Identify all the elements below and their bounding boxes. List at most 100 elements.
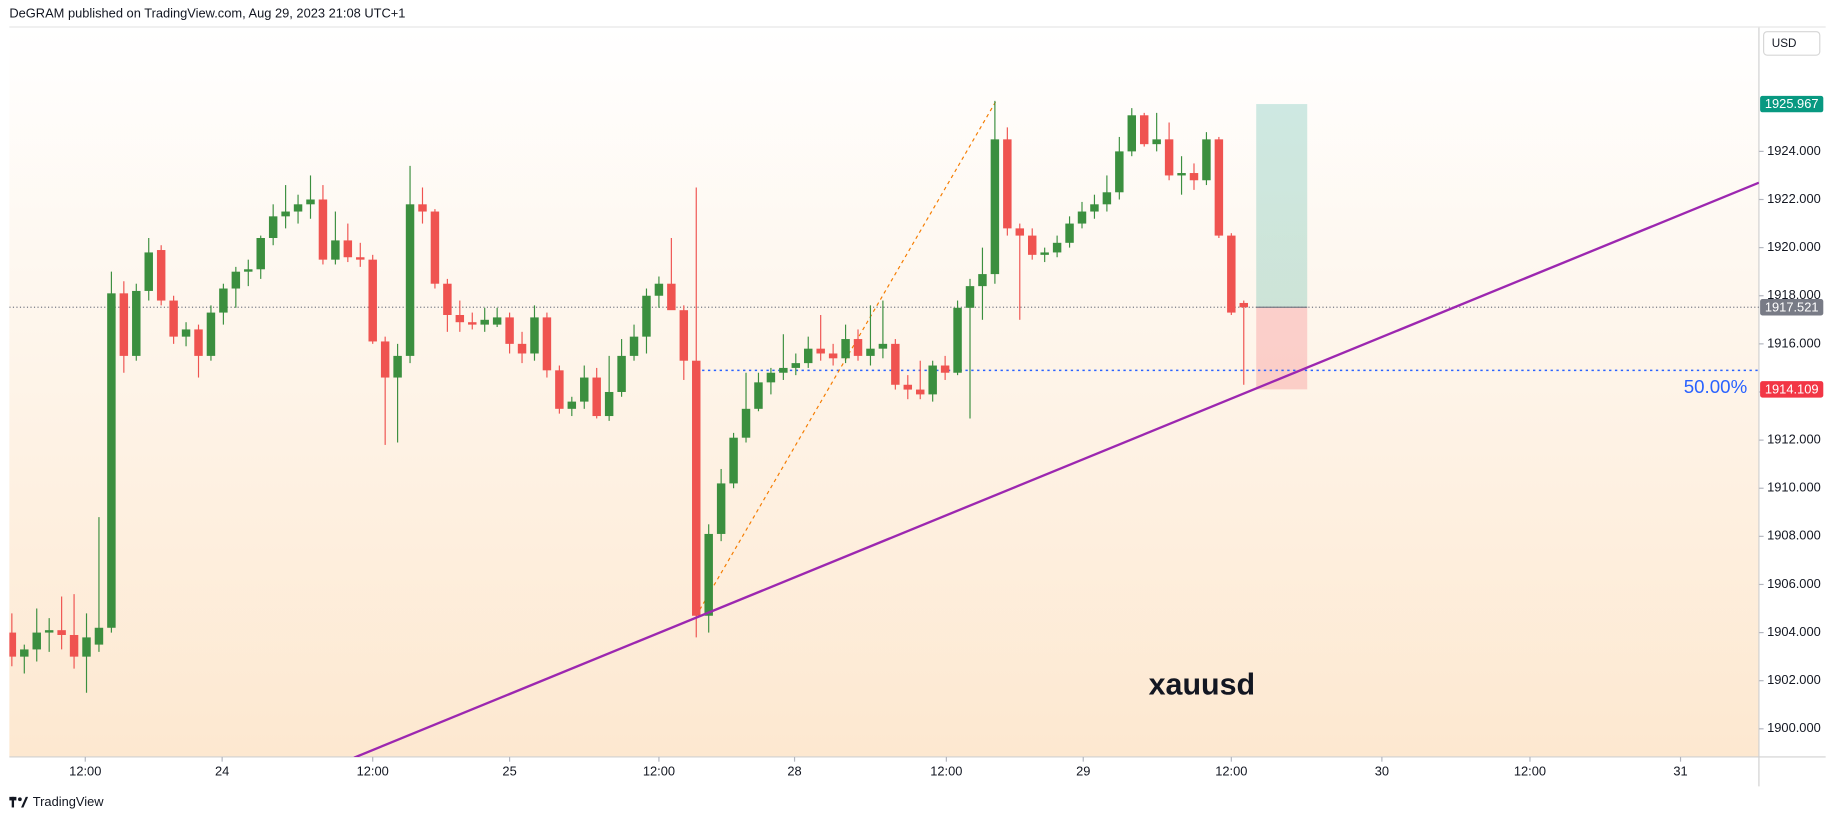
plot xyxy=(9,100,1759,757)
candle-body xyxy=(343,240,353,258)
candle-body xyxy=(480,319,489,325)
x-tick-label: 12:00 xyxy=(643,764,675,779)
candle-body xyxy=(281,211,290,217)
candle-body xyxy=(107,293,116,628)
candle-body xyxy=(1003,139,1012,229)
y-tick-label: 1922.000 xyxy=(1767,191,1821,206)
brand: TradingView xyxy=(33,794,104,809)
candle-body xyxy=(878,343,888,349)
y-tick-label: 1924.000 xyxy=(1767,143,1821,158)
price-label-box xyxy=(1760,381,1824,398)
candle-body xyxy=(1065,223,1074,243)
candle-body xyxy=(356,257,365,260)
candle-body xyxy=(119,293,129,356)
x-tick-label: 12:00 xyxy=(930,764,962,779)
candle-body xyxy=(741,408,751,438)
candle-body xyxy=(716,483,726,534)
candle-body xyxy=(231,271,241,289)
x-tick-label: 12:00 xyxy=(1215,764,1247,779)
candle-body xyxy=(604,391,614,417)
trendline xyxy=(353,181,1759,757)
candle-body xyxy=(405,204,415,356)
candle-body xyxy=(9,632,17,657)
header: DeGRAM published on TradingView.com, Aug… xyxy=(9,5,405,20)
y-tick-label: 1904.000 xyxy=(1767,624,1821,639)
candle-body xyxy=(44,630,54,633)
candle-body xyxy=(592,377,601,417)
candle-body xyxy=(1115,151,1124,193)
candle-body xyxy=(430,211,440,284)
candle-body xyxy=(418,204,427,212)
candle-body xyxy=(866,348,875,356)
candle-body xyxy=(853,339,863,356)
y-tick-label: 1906.000 xyxy=(1767,576,1821,591)
candle-body xyxy=(617,355,626,392)
x-tick-label: 12:00 xyxy=(69,764,101,779)
x-tick-label: 12:00 xyxy=(1514,764,1546,779)
stop-zone xyxy=(1256,307,1308,390)
candle-body xyxy=(642,295,651,337)
candle-body xyxy=(978,274,987,287)
candle-body xyxy=(144,252,153,291)
candle-body xyxy=(667,283,676,311)
candle-body xyxy=(181,329,191,337)
candle-body xyxy=(331,240,340,260)
candle-body xyxy=(169,300,178,337)
x-tick-label: 24 xyxy=(215,764,229,779)
candle-body xyxy=(928,365,937,395)
y-tick-label: 1912.000 xyxy=(1767,431,1821,446)
candle-body xyxy=(766,372,776,383)
candle-body xyxy=(492,317,502,325)
candle-body xyxy=(368,259,377,342)
price-label: 1914.109 xyxy=(1765,381,1819,396)
candle-body xyxy=(1052,242,1062,253)
candle-body xyxy=(891,343,900,385)
candle-body xyxy=(990,139,1000,275)
x-tick-label: 28 xyxy=(787,764,801,779)
candle-body xyxy=(903,384,913,390)
candle-body xyxy=(206,312,216,356)
candle-body xyxy=(1164,139,1174,176)
candle-body xyxy=(1127,115,1137,152)
y-tick-label: 1918.000 xyxy=(1767,287,1821,302)
y-tick-label: 1916.000 xyxy=(1767,335,1821,350)
currency-box[interactable] xyxy=(1763,31,1821,56)
candle-body xyxy=(20,649,29,657)
x-tick-label: 12:00 xyxy=(357,764,389,779)
candle-body xyxy=(318,199,328,260)
y-tick-label: 1908.000 xyxy=(1767,528,1821,543)
x-tick-label: 29 xyxy=(1076,764,1090,779)
candle-body xyxy=(156,250,166,301)
candle-body xyxy=(754,382,763,409)
candle-body xyxy=(654,283,664,296)
candle-body xyxy=(555,370,564,409)
candle-body xyxy=(455,314,465,323)
y-tick-label: 1900.000 xyxy=(1767,720,1821,735)
candle-body xyxy=(791,363,801,368)
candle-body xyxy=(1040,252,1049,255)
candle-body xyxy=(94,627,104,645)
y-tick-label: 1902.000 xyxy=(1767,672,1821,687)
candle-body xyxy=(1227,235,1236,313)
candle-body xyxy=(517,343,527,354)
candle-body xyxy=(940,365,950,373)
candle-body xyxy=(1139,115,1149,145)
candle-body xyxy=(629,336,639,356)
price-label: 1917.521 xyxy=(1765,299,1819,314)
candle-body xyxy=(953,307,962,373)
x-tick-label: 25 xyxy=(502,764,516,779)
fib-label: 50.00% xyxy=(1684,376,1748,397)
price-label-box xyxy=(1760,95,1824,113)
candle-body xyxy=(1239,302,1248,308)
candle-body xyxy=(32,632,41,650)
candle-body xyxy=(1202,139,1211,181)
candle-body xyxy=(1177,173,1186,176)
x-tick-label: 30 xyxy=(1375,764,1389,779)
candle-body xyxy=(132,290,141,356)
candle-body xyxy=(1102,192,1112,205)
candle-body xyxy=(965,286,975,308)
candle-body xyxy=(804,348,813,364)
x-tick-label: 31 xyxy=(1673,764,1687,779)
